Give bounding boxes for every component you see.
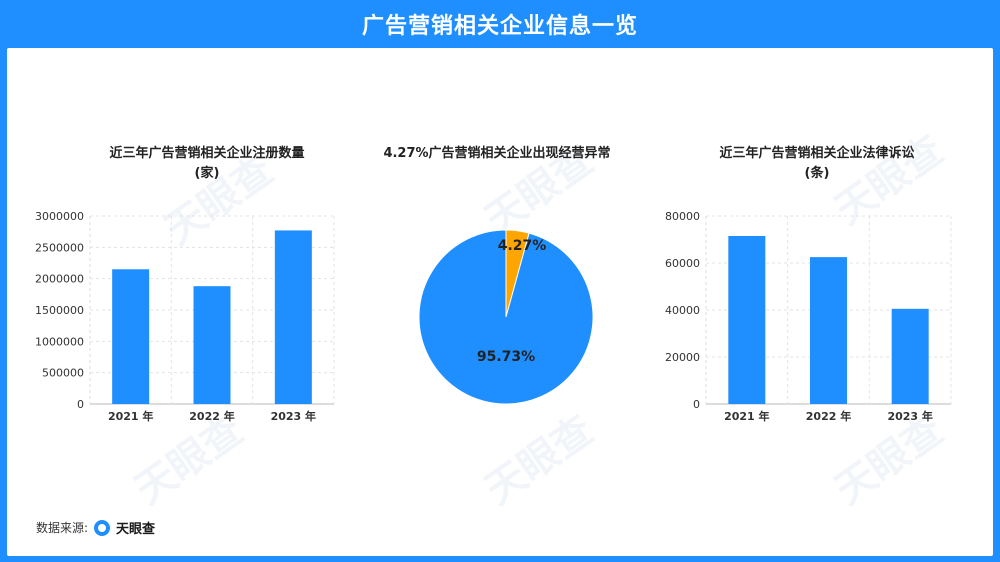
bar xyxy=(728,235,766,404)
tianyancha-logo-text: 天眼查 xyxy=(116,522,156,537)
y-tick-label: 500000 xyxy=(42,367,84,380)
tianyancha-logo-icon xyxy=(94,519,111,536)
x-tick-label: 2023 年 xyxy=(887,409,932,423)
chart1-title-line1: 近三年广告营销相关企业注册数量 xyxy=(109,146,305,161)
bar xyxy=(891,308,929,404)
x-tick-label: 2021 年 xyxy=(108,409,153,423)
y-tick-label: 80000 xyxy=(665,210,700,223)
page-header: 广告营销相关企业信息一览 xyxy=(0,0,1000,48)
chart3-title-line2: (条) xyxy=(804,166,830,181)
registration-bar-chart: 0 500000 1000000 1500000 2000000 2500000 30000… xyxy=(35,210,335,423)
x-tick-label: 2023 年 xyxy=(271,409,316,423)
pie-slice xyxy=(418,229,594,405)
chart1-title-line2: (家) xyxy=(194,166,220,181)
y-tick-label: 1000000 xyxy=(35,335,84,348)
x-tick-label: 2022 年 xyxy=(189,409,234,423)
pie-label: 4.27% xyxy=(498,238,547,254)
chart3-title: 近三年广告营销相关企业法律诉讼 (条) xyxy=(657,144,977,184)
y-tick-label: 1500000 xyxy=(35,304,84,317)
y-tick-label: 3000000 xyxy=(35,210,84,223)
bar xyxy=(112,269,150,404)
bar xyxy=(193,286,231,404)
bar xyxy=(810,257,847,404)
y-tick-label: 20000 xyxy=(665,351,700,364)
content-panel: 天眼查 天眼查 天眼查 天眼查 天眼查 天眼查 近三年广告营销相关企业注册数量 … xyxy=(7,48,993,556)
y-tick-label: 2000000 xyxy=(35,273,84,286)
y-tick-label: 0 xyxy=(693,398,700,411)
lawsuit-bar-chart: 0 20000 40000 60000 80000 2021 年 2022 年 2023 年 xyxy=(665,210,952,423)
x-tick-label: 2021 年 xyxy=(724,409,769,423)
chart2-title: 4.27%广告营销相关企业出现经营异常 xyxy=(337,144,657,164)
y-tick-label: 60000 xyxy=(665,257,700,270)
abnormal-pie-chart: 4.27% 95.73% xyxy=(418,229,594,405)
chart1-title: 近三年广告营销相关企业注册数量 (家) xyxy=(47,144,367,184)
y-tick-label: 0 xyxy=(77,398,84,411)
pie-label: 95.73% xyxy=(477,349,535,365)
x-tick-label: 2022 年 xyxy=(806,409,851,423)
chart2-title-line1: 4.27%广告营销相关企业出现经营异常 xyxy=(383,146,611,161)
page-title: 广告营销相关企业信息一览 xyxy=(361,14,638,39)
y-tick-label: 2500000 xyxy=(35,241,84,254)
data-source-label: 数据来源: xyxy=(36,521,89,535)
bar xyxy=(274,230,312,404)
y-tick-label: 40000 xyxy=(665,304,700,317)
chart3-title-line1: 近三年广告营销相关企业法律诉讼 xyxy=(719,146,915,161)
data-source: 数据来源: 天眼查 xyxy=(36,518,155,537)
